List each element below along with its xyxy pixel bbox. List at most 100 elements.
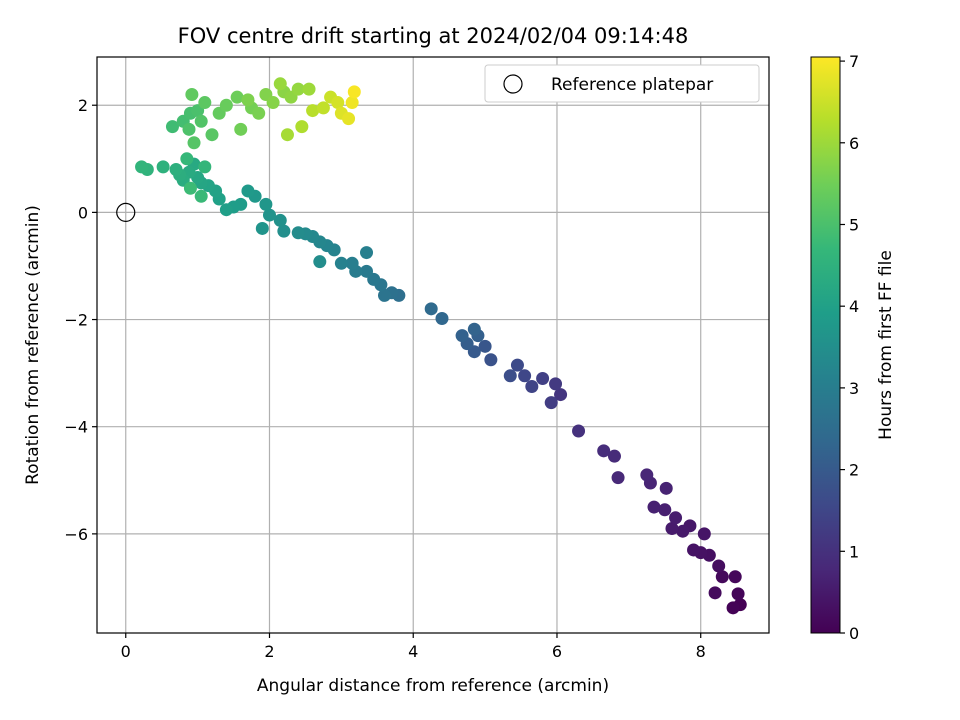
data-point [205, 128, 219, 142]
data-point [234, 122, 248, 136]
colorbar-tick-label: 1 [849, 542, 859, 561]
data-point [280, 128, 294, 142]
data-point [273, 213, 287, 227]
data-point [708, 586, 722, 600]
data-point [455, 329, 469, 343]
data-point [377, 288, 391, 302]
legend-reference-marker [503, 74, 523, 94]
data-point [165, 120, 179, 134]
data-point [135, 160, 149, 174]
data-point [665, 522, 679, 536]
data-point [194, 114, 208, 128]
data-point [331, 96, 345, 110]
data-point [156, 160, 170, 174]
data-point [241, 184, 255, 198]
data-point [180, 152, 194, 166]
colorbar-gradient [810, 56, 841, 634]
data-point [697, 527, 711, 541]
colorbar-label: Hours from first FF file [876, 250, 896, 440]
data-point [345, 256, 359, 270]
data-point [345, 96, 359, 110]
plot-area-frame [96, 56, 770, 634]
y-axis-label: Rotation from reference (arcmin) [23, 205, 43, 485]
colorbar-tick-label: 2 [849, 461, 859, 480]
data-point [518, 369, 532, 383]
data-point [715, 570, 729, 584]
data-point [219, 98, 233, 112]
data-point [503, 369, 517, 383]
data-point [549, 377, 563, 391]
colorbar-tick-label: 5 [849, 215, 859, 234]
y-tick-label: −6 [64, 525, 88, 544]
x-tick-label: 0 [121, 642, 131, 661]
y-axis-ticks: −6 −4 −2 0 2 [64, 96, 97, 544]
data-point [241, 93, 255, 107]
data-point [726, 601, 740, 615]
chart-title: FOV centre drift starting at 2024/02/04 … [178, 24, 689, 48]
data-point [266, 96, 280, 110]
data-point [640, 468, 654, 482]
x-tick-label: 8 [696, 642, 706, 661]
data-point [252, 106, 266, 120]
data-point [536, 371, 550, 385]
x-tick-label: 6 [552, 642, 562, 661]
data-point [291, 82, 305, 96]
data-point [230, 90, 244, 104]
data-point [187, 136, 201, 150]
data-point [316, 101, 330, 115]
data-point [334, 256, 348, 270]
data-point [198, 160, 212, 174]
data-point [572, 424, 586, 438]
data-point [611, 471, 625, 485]
data-point [262, 208, 276, 222]
data-point [424, 302, 438, 316]
data-point [659, 481, 673, 495]
data-point [273, 77, 287, 91]
data-point [347, 85, 361, 99]
data-point [607, 449, 621, 463]
data-point [194, 189, 208, 203]
legend-box [484, 64, 760, 103]
data-point [185, 88, 199, 102]
legend-label: Reference platepar [551, 75, 713, 95]
data-point [342, 112, 356, 126]
reference-point-marker [116, 202, 136, 222]
y-tick-label: −2 [64, 311, 88, 330]
data-point [277, 224, 291, 238]
data-point [647, 500, 661, 514]
x-tick-label: 4 [408, 642, 418, 661]
colorbar-tick-label: 0 [849, 624, 859, 643]
data-points [116, 77, 747, 615]
data-point [302, 82, 316, 96]
data-point [687, 543, 701, 557]
data-point [728, 570, 742, 584]
grid-lines [97, 57, 769, 633]
colorbar: 0 1 2 3 4 5 6 7 Hours from first FF file [810, 52, 896, 643]
x-axis-label: Angular distance from reference (arcmin) [257, 676, 609, 696]
colorbar-tick-label: 3 [849, 379, 859, 398]
x-axis-ticks: 0 2 4 6 8 [121, 633, 706, 661]
colorbar-tick-label: 7 [849, 52, 859, 71]
data-point [198, 96, 212, 110]
data-point [259, 197, 273, 211]
data-point [669, 511, 683, 525]
data-point [510, 358, 524, 372]
data-point [182, 122, 196, 136]
data-point [219, 203, 233, 217]
y-tick-label: −4 [64, 418, 88, 437]
y-tick-label: 0 [78, 203, 88, 222]
data-point [525, 380, 539, 394]
data-point [478, 339, 492, 353]
y-tick-label: 2 [78, 96, 88, 115]
data-point [712, 559, 726, 573]
data-point [360, 264, 374, 278]
colorbar-tick-label: 4 [849, 297, 859, 316]
data-point [306, 104, 320, 118]
data-point [467, 322, 481, 336]
data-point [484, 353, 498, 367]
data-point [295, 120, 309, 134]
data-point [360, 246, 374, 260]
data-point [183, 181, 197, 195]
data-point [554, 388, 568, 402]
